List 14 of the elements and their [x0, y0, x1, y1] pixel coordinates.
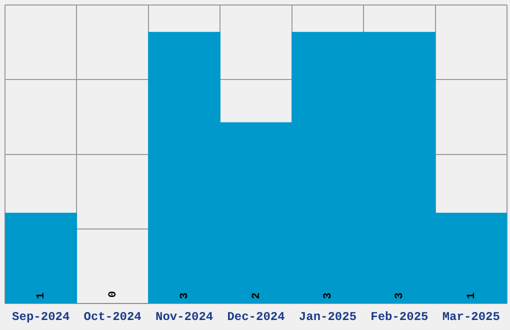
x-tick-label: Oct-2024 — [84, 310, 142, 324]
data-label: 3 — [322, 292, 334, 300]
data-label: 3 — [179, 292, 192, 300]
data-label: 0 — [107, 290, 120, 298]
x-tick-label: Jan-2025 — [298, 310, 357, 324]
x-tick-label: Nov-2024 — [155, 310, 214, 324]
data-label: 3 — [394, 292, 406, 300]
x-tick-label: Dec-2024 — [227, 310, 285, 324]
x-tick-label: Sep-2024 — [12, 310, 70, 324]
data-label: 1 — [36, 292, 48, 300]
x-tick-label: Feb-2025 — [370, 310, 428, 324]
data-label: 1 — [466, 292, 478, 300]
x-tick-label: Mar-2025 — [442, 310, 500, 324]
data-label: 2 — [250, 292, 263, 300]
